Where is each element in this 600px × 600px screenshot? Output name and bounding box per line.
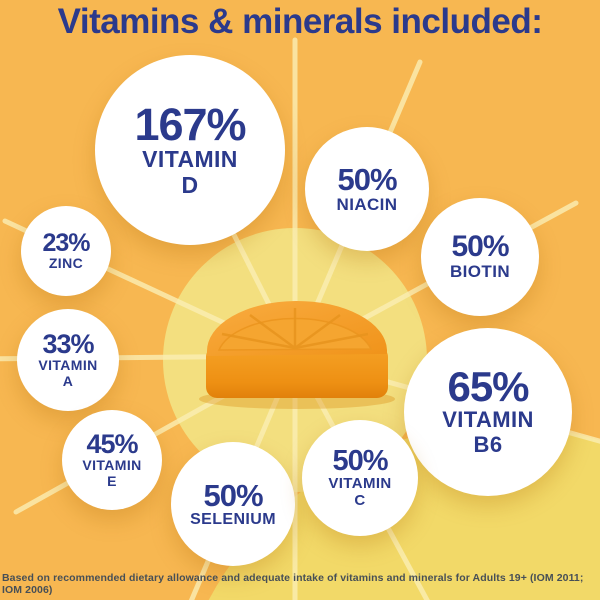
- bubble-label-line: VITAMIN: [82, 456, 142, 473]
- bubble-pct: 50%: [337, 161, 397, 197]
- bubble-pct: 23%: [42, 228, 90, 257]
- footnote: Based on recommended dietary allowance a…: [2, 572, 584, 596]
- bubble-label-line: C: [354, 491, 366, 509]
- bubble-vitamin-e: 45% VITAMIN E: [62, 410, 162, 510]
- bubble-vitamin-c: 50% VITAMIN C: [302, 420, 418, 536]
- bubble-label-line: D: [181, 171, 199, 198]
- bubble-label-line: SELENIUM: [190, 510, 276, 528]
- bubble-label-line: E: [107, 472, 117, 489]
- page-title: Vitamins & minerals included:: [57, 2, 543, 41]
- bubble-label-line: BIOTIN: [449, 262, 510, 282]
- bubble-pct: 167%: [134, 98, 246, 150]
- bubble-label-line: ZINC: [48, 254, 84, 271]
- bubble-vitamin-a: 33% VITAMIN A: [17, 309, 119, 411]
- bubble-label-line: VITAMIN: [442, 407, 534, 433]
- bubble-pct: 50%: [203, 477, 263, 513]
- bubble-pct: 50%: [451, 230, 509, 264]
- bubble-label-line: B6: [473, 432, 503, 457]
- bubble-pct: 50%: [332, 444, 388, 477]
- bubble-vitamin-b6: 65% VITAMIN B6: [404, 328, 572, 496]
- gummy-orange-slice-icon: [199, 300, 395, 409]
- bubble-label-line: A: [62, 372, 74, 389]
- bubble-label-line: VITAMIN: [328, 474, 392, 492]
- bubble-pct: 33%: [42, 328, 94, 359]
- bubble-label-line: VITAMIN: [38, 356, 98, 373]
- bubble-zinc: 23% ZINC: [21, 206, 111, 296]
- bubble-vitamin-d: 167% VITAMIN D: [95, 55, 285, 245]
- bubble-selenium: 50% SELENIUM: [171, 442, 295, 566]
- bubble-niacin: 50% NIACIN: [305, 127, 429, 251]
- bubble-pct: 45%: [86, 428, 138, 459]
- bubble-pct: 65%: [447, 363, 529, 411]
- bubble-biotin: 50% BIOTIN: [421, 198, 539, 316]
- bubble-label-line: VITAMIN: [142, 145, 238, 172]
- bubble-label-line: NIACIN: [336, 194, 398, 214]
